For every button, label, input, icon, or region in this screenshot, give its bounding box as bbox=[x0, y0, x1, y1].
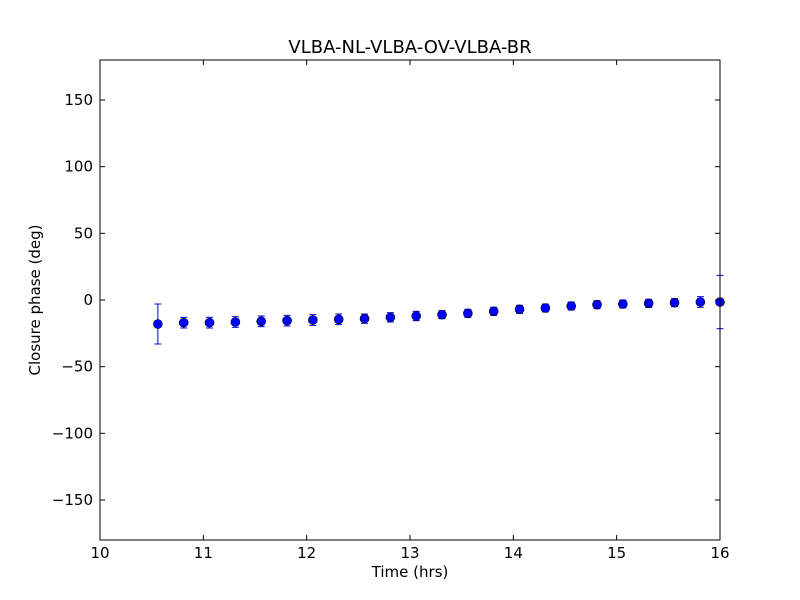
data-point bbox=[411, 311, 422, 321]
data-point bbox=[333, 314, 344, 325]
data-point bbox=[437, 309, 447, 320]
axes-frame bbox=[99, 59, 721, 541]
data-point bbox=[514, 304, 525, 315]
y-tick-label: 150 bbox=[64, 91, 93, 109]
data-point bbox=[308, 315, 318, 325]
data-point bbox=[669, 297, 680, 308]
x-tick-label: 15 bbox=[607, 544, 626, 562]
data-point bbox=[618, 299, 628, 309]
data-point bbox=[230, 317, 241, 327]
x-tick-label: 14 bbox=[504, 544, 523, 562]
y-tick-label: −50 bbox=[61, 358, 93, 376]
y-axis-label: Closure phase (deg) bbox=[26, 225, 44, 376]
y-tick-label: 100 bbox=[64, 158, 93, 176]
x-axis-label: Time (hrs) bbox=[371, 563, 449, 581]
x-tick-label: 11 bbox=[194, 544, 213, 562]
chart-title: VLBA-NL-VLBA-OV-VLBA-BR bbox=[288, 37, 531, 58]
tick-layer: 10 11 12 13 14 15 16 −150 −100 −50 0 50 100 150 bbox=[52, 60, 730, 562]
data-point bbox=[204, 317, 215, 328]
y-tick-label: −100 bbox=[52, 424, 93, 442]
data-point bbox=[566, 301, 577, 311]
data-point bbox=[540, 303, 551, 313]
x-tick-label: 13 bbox=[400, 544, 419, 562]
data-point bbox=[153, 319, 163, 329]
data-point bbox=[178, 317, 189, 328]
data-point bbox=[695, 297, 706, 307]
data-point bbox=[463, 308, 473, 319]
x-tick-label: 16 bbox=[710, 544, 729, 562]
y-tick-label: 50 bbox=[74, 224, 93, 242]
data-point bbox=[359, 313, 370, 324]
data-point bbox=[592, 299, 602, 310]
data-point bbox=[643, 298, 654, 309]
y-tick-label: 0 bbox=[83, 291, 93, 309]
data-point bbox=[488, 306, 499, 317]
x-tick-label: 10 bbox=[90, 544, 109, 562]
data-point bbox=[282, 315, 292, 326]
data-point bbox=[256, 316, 267, 327]
data-point bbox=[385, 312, 396, 323]
x-tick-label: 12 bbox=[297, 544, 316, 562]
y-tick-label: −150 bbox=[52, 491, 93, 509]
